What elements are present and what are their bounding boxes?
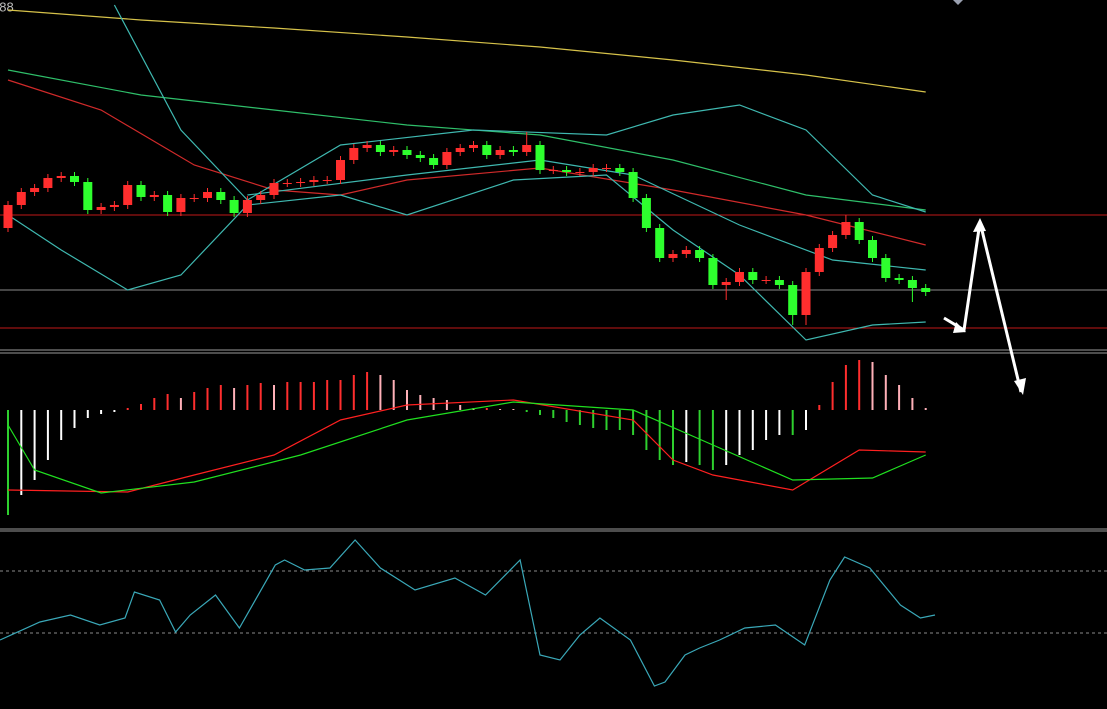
candle-body xyxy=(708,258,718,285)
candle-body xyxy=(176,198,186,212)
candle-body xyxy=(136,185,146,197)
candle-body xyxy=(562,170,572,172)
candle-body xyxy=(402,150,412,155)
candle-body xyxy=(615,168,625,172)
candle-body xyxy=(123,185,133,205)
oscillator-line xyxy=(0,539,936,687)
moving-average xyxy=(113,4,926,213)
candle-body xyxy=(881,258,891,278)
candle-body xyxy=(814,248,824,272)
candle-body xyxy=(735,272,744,282)
candle-body xyxy=(70,176,79,182)
candle-body xyxy=(721,282,731,285)
candle-body xyxy=(349,148,359,160)
candle-body xyxy=(322,180,332,181)
candle-body xyxy=(362,145,372,148)
candle-body xyxy=(854,222,864,240)
candle-body xyxy=(389,150,399,152)
candle-body xyxy=(535,145,545,170)
candle-body xyxy=(309,180,319,182)
candle-body xyxy=(203,192,212,198)
candle-body xyxy=(907,280,917,288)
candle-body xyxy=(375,145,385,152)
candle-body xyxy=(83,182,93,210)
candle-body xyxy=(269,183,279,195)
candle-body xyxy=(588,168,598,172)
candle-body xyxy=(921,288,931,292)
candle-body xyxy=(336,160,345,180)
candle-body xyxy=(628,172,638,198)
candle-body xyxy=(828,235,838,248)
candle-body xyxy=(455,148,465,152)
candle-body xyxy=(189,198,199,199)
candle-body xyxy=(415,155,425,158)
candle-body xyxy=(788,285,798,315)
candle-body xyxy=(229,200,239,213)
indicator-label: 888 xyxy=(0,0,14,14)
candle-body xyxy=(748,272,758,280)
candle-body xyxy=(242,200,252,213)
candle-body xyxy=(482,145,492,155)
candle-body xyxy=(894,278,904,280)
candle-body xyxy=(56,176,66,178)
moving-average xyxy=(7,174,926,341)
candle-body xyxy=(16,192,26,205)
moving-average xyxy=(7,9,926,93)
candle-body xyxy=(96,207,106,210)
candle-body xyxy=(641,198,651,228)
marker-icon xyxy=(953,0,963,5)
arrow-head xyxy=(1014,378,1026,395)
candle-body xyxy=(868,240,877,258)
candle-body xyxy=(575,172,585,173)
forecast-path xyxy=(943,221,1023,393)
candle-body xyxy=(495,150,505,155)
candle-body xyxy=(296,182,306,183)
candle-body xyxy=(256,195,266,200)
candle-body xyxy=(429,158,439,165)
candle-body xyxy=(282,183,292,184)
candle-body xyxy=(801,272,811,315)
candle-body xyxy=(163,195,173,212)
candle-body xyxy=(681,250,691,254)
candle-body xyxy=(3,205,13,228)
arrow-head xyxy=(953,322,966,333)
candle-body xyxy=(216,192,226,200)
candle-body xyxy=(442,152,452,165)
candle-body xyxy=(43,178,53,188)
candle-body xyxy=(655,228,665,258)
candle-body xyxy=(548,170,558,171)
candle-body xyxy=(695,250,705,258)
candle-body xyxy=(668,254,678,258)
candle-body xyxy=(469,145,478,148)
candle-body xyxy=(109,205,119,207)
candle-body xyxy=(761,280,771,281)
candle-body xyxy=(774,280,784,285)
candle-body xyxy=(522,145,532,152)
macd-line xyxy=(7,399,926,493)
candle-body xyxy=(149,195,159,197)
candle-body xyxy=(508,150,518,152)
candle-body xyxy=(602,168,611,169)
arrow-head xyxy=(973,218,986,232)
candle-body xyxy=(30,188,40,192)
candle-body xyxy=(841,222,851,235)
macd-line xyxy=(7,401,926,494)
plot-area xyxy=(0,4,1107,687)
moving-average xyxy=(7,79,926,246)
